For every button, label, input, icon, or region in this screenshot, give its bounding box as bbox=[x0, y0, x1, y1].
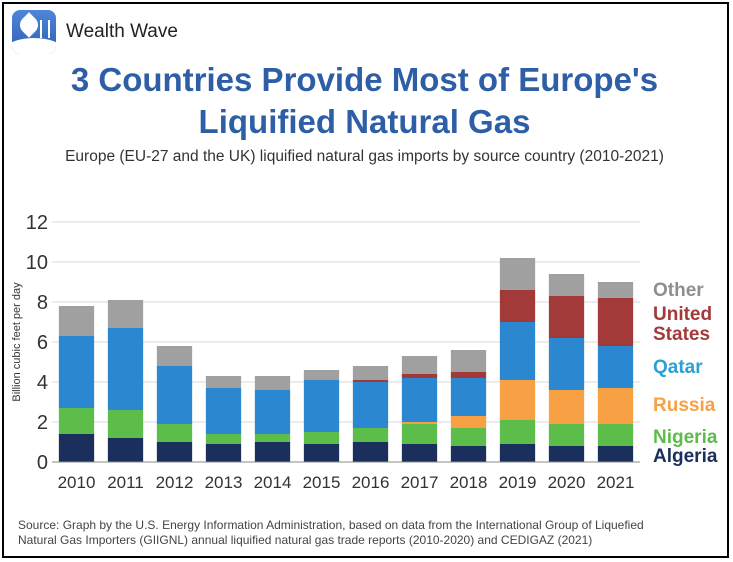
bar-segment-algeria bbox=[107, 438, 144, 462]
y-tick-label: 12 bbox=[26, 212, 48, 234]
legend-label-united-states: States bbox=[653, 324, 710, 345]
legend-label-other: Other bbox=[653, 280, 704, 301]
x-tick-label: 2013 bbox=[205, 473, 243, 492]
bar-segment-nigeria bbox=[254, 434, 291, 442]
bar-segment-other bbox=[401, 356, 438, 374]
y-tick-label: 8 bbox=[37, 292, 48, 314]
bar-segment-algeria bbox=[450, 446, 487, 462]
y-tick-label: 10 bbox=[26, 252, 48, 274]
bar-segment-other bbox=[205, 376, 242, 388]
bar-segment-nigeria bbox=[548, 424, 585, 446]
x-tick-label: 2012 bbox=[156, 473, 194, 492]
bar-segment-russia bbox=[450, 416, 487, 428]
bar-segment-algeria bbox=[499, 444, 536, 462]
y-tick-label: 0 bbox=[37, 452, 48, 474]
bar-segment-qatar bbox=[205, 388, 242, 434]
bar-segment-algeria bbox=[205, 444, 242, 462]
bar-segment-nigeria bbox=[58, 408, 95, 434]
bar-segment-other bbox=[450, 350, 487, 372]
bar-segment-united-states bbox=[401, 374, 438, 378]
bar-segment-united-states bbox=[499, 290, 536, 322]
bar-segment-other bbox=[597, 282, 634, 298]
x-tick-label: 2021 bbox=[597, 473, 635, 492]
brand-name: Wealth Wave bbox=[66, 21, 178, 42]
bar-segment-other bbox=[107, 300, 144, 328]
x-tick-label: 2017 bbox=[401, 473, 439, 492]
legend-label-russia: Russia bbox=[653, 395, 716, 416]
bar-segment-russia bbox=[499, 380, 536, 420]
y-tick-label: 6 bbox=[37, 332, 48, 354]
bar-segment-nigeria bbox=[107, 410, 144, 438]
bar-segment-nigeria bbox=[205, 434, 242, 444]
bar-segment-qatar bbox=[156, 366, 193, 424]
bar-segment-other bbox=[303, 370, 340, 380]
bar-segment-algeria bbox=[401, 444, 438, 462]
stacked-bar-chart: 0 2 4 6 8 10 12 Billion cubic feet per day 2010 2… bbox=[11, 212, 718, 492]
source-line-2: Natural Gas Importers (GIIGNL) annual li… bbox=[18, 533, 593, 547]
bar-segment-nigeria bbox=[156, 424, 193, 442]
bar-segment-qatar bbox=[107, 328, 144, 410]
bar-segment-qatar bbox=[597, 346, 634, 388]
bar-segment-nigeria bbox=[450, 428, 487, 446]
bar-segment-algeria bbox=[352, 442, 389, 462]
bar-segment-other bbox=[548, 274, 585, 296]
bar-segment-algeria bbox=[254, 442, 291, 462]
bar-segment-united-states bbox=[548, 296, 585, 338]
bar-segment-qatar bbox=[499, 322, 536, 380]
x-tick-label: 2010 bbox=[58, 473, 96, 492]
bar-segment-nigeria bbox=[303, 432, 340, 444]
source-line-1: Source: Graph by the U.S. Energy Informa… bbox=[18, 518, 644, 532]
bar-segment-algeria bbox=[597, 446, 634, 462]
bar-segment-other bbox=[156, 346, 193, 366]
bar-segment-nigeria bbox=[499, 420, 536, 444]
bar-segment-nigeria bbox=[597, 424, 634, 446]
bar-segment-russia bbox=[597, 388, 634, 424]
source-note: Source: Graph by the U.S. Energy Informa… bbox=[18, 518, 708, 548]
legend-label-algeria: Algeria bbox=[653, 446, 718, 467]
x-tick-label: 2014 bbox=[254, 473, 292, 492]
bar-segment-qatar bbox=[450, 378, 487, 416]
y-tick-label: 4 bbox=[37, 372, 48, 394]
x-tick-label: 2018 bbox=[450, 473, 488, 492]
bar-segment-qatar bbox=[303, 380, 340, 432]
bar-segment-qatar bbox=[401, 378, 438, 422]
chart-title-line-1: 3 Countries Provide Most of Europe's bbox=[70, 61, 659, 98]
bar-segment-united-states bbox=[352, 380, 389, 382]
legend-label-nigeria: Nigeria bbox=[653, 427, 718, 448]
chart-title-line-2: Liquified Natural Gas bbox=[198, 103, 531, 140]
bar-segment-algeria bbox=[58, 434, 95, 462]
x-tick-label: 2015 bbox=[303, 473, 341, 492]
bar-segment-nigeria bbox=[401, 424, 438, 444]
bar-segment-russia bbox=[401, 422, 438, 424]
bar-segment-other bbox=[254, 376, 291, 390]
bar-segment-other bbox=[58, 306, 95, 336]
bar-segment-united-states bbox=[450, 372, 487, 378]
chart-subtitle: Europe (EU-27 and the UK) liquified natu… bbox=[65, 148, 664, 165]
brand-header: Wealth Wave bbox=[12, 10, 178, 54]
legend-label-qatar: Qatar bbox=[653, 357, 703, 378]
bar-segment-algeria bbox=[303, 444, 340, 462]
x-tick-label: 2019 bbox=[499, 473, 537, 492]
bar-segment-other bbox=[352, 366, 389, 380]
bar-segment-qatar bbox=[352, 382, 389, 428]
wealth-wave-logo-icon bbox=[12, 10, 56, 54]
bar-segment-qatar bbox=[548, 338, 585, 390]
x-tick-label: 2011 bbox=[107, 473, 144, 492]
y-tick-label: 2 bbox=[37, 412, 48, 434]
y-axis-label: Billion cubic feet per day bbox=[11, 282, 23, 402]
bar-segment-nigeria bbox=[352, 428, 389, 442]
bar-segment-algeria bbox=[156, 442, 193, 462]
bar-segment-russia bbox=[548, 390, 585, 424]
legend-label-united-states: United bbox=[653, 304, 712, 325]
bar-segment-qatar bbox=[58, 336, 95, 408]
x-tick-label: 2016 bbox=[352, 473, 390, 492]
bar-segment-other bbox=[499, 258, 536, 290]
bar-segment-united-states bbox=[597, 298, 634, 346]
bar-segment-algeria bbox=[548, 446, 585, 462]
bar-segment-qatar bbox=[254, 390, 291, 434]
x-tick-label: 2020 bbox=[548, 473, 586, 492]
